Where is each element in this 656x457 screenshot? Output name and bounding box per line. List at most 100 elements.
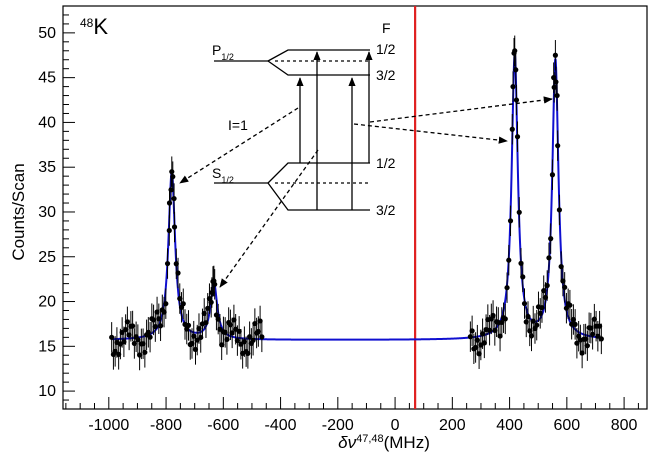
data-point — [109, 334, 115, 340]
data-point — [171, 195, 177, 202]
data-point — [534, 322, 540, 328]
data-point — [166, 200, 173, 206]
data-point — [147, 334, 153, 340]
y-axis-title: Counts/Scan — [9, 163, 28, 260]
data-point — [551, 75, 557, 81]
data-point — [169, 169, 175, 175]
data-point — [520, 274, 526, 280]
data-point — [598, 336, 604, 342]
x-tick-label: -800 — [150, 417, 182, 434]
x-axis-title-suffix: (MHz) — [384, 433, 430, 452]
data-point — [556, 207, 563, 213]
data-point — [245, 350, 251, 357]
data-point — [546, 255, 552, 261]
data-point — [562, 284, 568, 290]
data-point — [513, 67, 519, 73]
data-point — [548, 236, 554, 242]
lower-f-2: 3/2 — [376, 202, 396, 218]
lower-state-sub: 1/2 — [221, 175, 234, 185]
upper-state-letter: P — [212, 42, 221, 58]
p-split-lower — [267, 60, 370, 76]
y-tick-label: 20 — [38, 294, 56, 311]
x-tick-label: -200 — [322, 417, 354, 434]
data-point — [554, 92, 560, 99]
data-point — [502, 316, 508, 322]
data-point — [209, 289, 215, 296]
plot-frame — [62, 5, 648, 410]
pointer-to-peak-4 — [369, 96, 553, 123]
isotope-mass: 48 — [80, 16, 94, 30]
isotope-symbol: K — [93, 14, 108, 39]
y-tick-label: 30 — [38, 204, 56, 221]
fit-curve — [111, 52, 602, 341]
data-point — [506, 257, 512, 263]
s-split-upper — [267, 162, 370, 184]
p-split-upper — [267, 49, 370, 62]
upper-f-2: 3/2 — [376, 67, 396, 83]
data-point — [163, 301, 169, 307]
data-point — [250, 337, 256, 343]
upper-state-label: P1/2 — [212, 42, 234, 62]
data-point — [539, 304, 545, 311]
lower-state-letter: S — [212, 165, 221, 181]
pointer-to-peak-1 — [179, 107, 299, 184]
data-point — [521, 300, 528, 307]
y-tick-label: 15 — [38, 338, 56, 355]
data-points — [109, 35, 604, 371]
x-tick-label: 600 — [553, 417, 580, 434]
data-point — [130, 323, 136, 329]
data-point — [572, 321, 578, 327]
data-point — [224, 336, 230, 343]
data-point — [175, 270, 181, 276]
data-point — [504, 285, 510, 291]
lower-f-1: 1/2 — [376, 155, 396, 171]
pointer-to-peak-2 — [219, 149, 319, 288]
x-axis-title: δν47,48(MHz) — [338, 433, 430, 452]
data-point — [544, 282, 550, 289]
data-point — [170, 174, 176, 180]
data-point — [514, 134, 521, 140]
data-point — [180, 301, 186, 307]
data-point — [509, 126, 515, 132]
x-tick-label: 200 — [439, 417, 466, 434]
y-tick-label: 35 — [38, 159, 56, 176]
x-tick-label: -1000 — [88, 417, 129, 434]
data-point — [142, 349, 148, 355]
data-point — [549, 172, 556, 178]
x-tick-label: 0 — [391, 417, 400, 434]
y-tick-label: 10 — [38, 383, 56, 400]
pointer-to-peak-3 — [353, 123, 508, 144]
data-point — [469, 328, 475, 334]
data-point — [166, 227, 172, 234]
s-split-lower — [267, 182, 370, 211]
x-tick-label: -400 — [265, 417, 297, 434]
level-scheme — [179, 49, 553, 288]
y-tick-label: 50 — [38, 25, 56, 42]
data-point — [185, 322, 192, 328]
data-point — [513, 97, 520, 103]
y-axis: 10 15 20 25 30 35 40 45 50 — [38, 14, 75, 401]
data-point — [555, 143, 561, 149]
upper-state-sub: 1/2 — [221, 52, 234, 62]
y-tick-label: 45 — [38, 70, 56, 87]
data-point — [259, 334, 265, 340]
x-axis: -1000 -800 -600 -400 -200 0 200 400 600 800 — [65, 397, 639, 434]
x-tick-label: -600 — [207, 417, 239, 434]
data-point — [208, 299, 214, 305]
data-point — [516, 209, 522, 215]
data-point — [512, 48, 518, 54]
isotope-label: 48K — [80, 14, 108, 39]
upper-f-1: 1/2 — [376, 41, 396, 57]
x-axis-title-prefix: δν — [338, 433, 356, 452]
data-point — [552, 52, 558, 58]
y-tick-label: 40 — [38, 114, 56, 131]
y-tick-label: 25 — [38, 249, 56, 266]
data-point — [567, 302, 573, 308]
x-axis-title-sup: 47,48 — [356, 433, 384, 445]
spin-label: I=1 — [228, 117, 248, 133]
data-point — [164, 260, 171, 267]
data-point — [171, 224, 178, 230]
data-point — [507, 218, 514, 224]
data-point — [510, 84, 516, 90]
